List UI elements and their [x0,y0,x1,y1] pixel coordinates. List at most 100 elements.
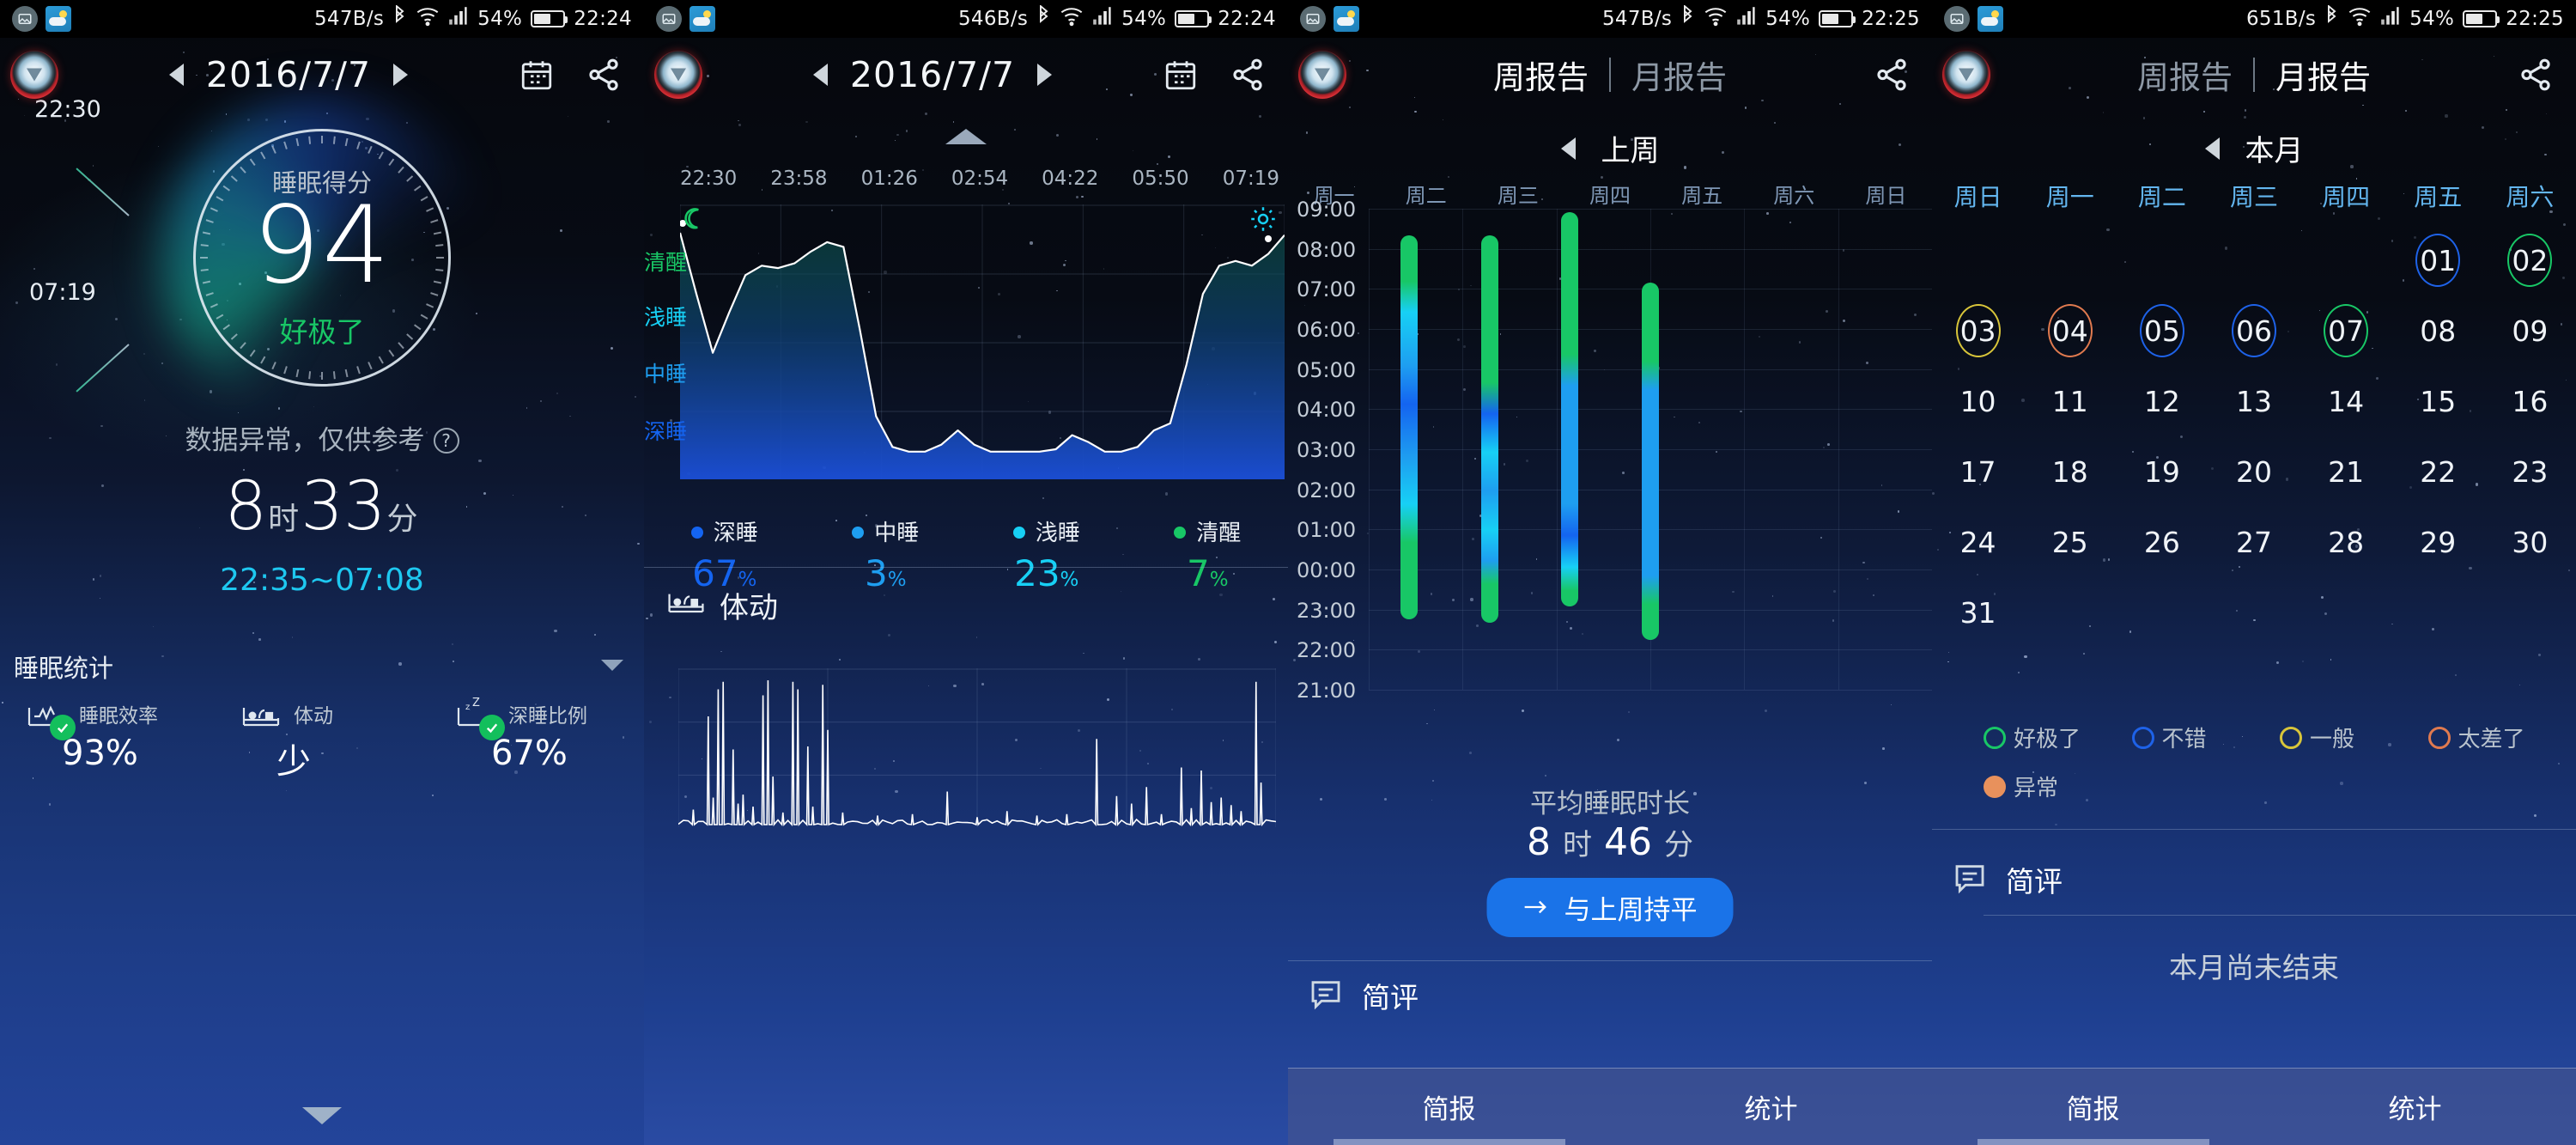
calendar-icon[interactable] [519,57,555,93]
calendar-day-30[interactable]: 30 [2484,507,2576,577]
tab-statistics[interactable]: 统计 [2388,1094,2442,1125]
next-day-button[interactable] [393,64,409,86]
prev-week-button[interactable] [1560,137,1576,160]
calendar-day-06[interactable]: 06 [2208,295,2300,366]
calendar-day-07[interactable]: 07 [2300,295,2392,366]
calendar-day-empty [2208,577,2300,648]
app-logo-icon[interactable] [1942,51,1990,99]
calendar-day-12[interactable]: 12 [2116,366,2208,436]
day-quality-ring [2047,304,2093,357]
weekly-sleep-chart: 09:00 08:00 07:00 06:00 05:00 04:00 03:00 02:00… [1288,198,1932,707]
gridline [1369,209,1932,210]
signal-icon [448,7,469,31]
app-logo-icon[interactable] [654,51,702,99]
app-logo-icon[interactable] [10,51,58,99]
calendar-day-05[interactable]: 05 [2116,295,2208,366]
data-warning: 数据异常，仅供参考? [0,418,644,457]
calendar-day-17[interactable]: 17 [1932,436,2024,507]
app-logo-icon[interactable] [1298,51,1346,99]
calendar-day-15[interactable]: 15 [2392,366,2484,436]
bottom-tabbar-4: 简报 统计 [1932,1068,2576,1145]
tab-brief[interactable]: 简报 [1932,1069,2254,1145]
starfield [644,0,1288,1145]
legend-value: 67 [692,552,738,594]
share-icon[interactable] [1874,57,1910,93]
calendar-day-01[interactable]: 01 [2392,225,2484,295]
calendar-day-08[interactable]: 08 [2392,295,2484,366]
prev-day-button[interactable] [168,64,184,86]
calendar-day-10[interactable]: 10 [1932,366,2024,436]
collapse-up-icon[interactable] [945,129,987,144]
calendar-day-25[interactable]: 25 [2024,507,2116,577]
legend-item-1: 不错 [2131,722,2281,753]
status-bar-1: 547B/s 54% 22:24 [0,0,644,38]
calendar-day-18[interactable]: 18 [2024,436,2116,507]
calendar-day-22[interactable]: 22 [2392,436,2484,507]
calendar-day-26[interactable]: 26 [2116,507,2208,577]
legend-marker [2427,726,2451,749]
share-icon[interactable] [586,57,622,93]
header-4: 周报告 月报告 [1932,38,2576,112]
calendar-day-27[interactable]: 27 [2208,507,2300,577]
weekday-label: 周二 [2137,183,2186,211]
calendar-day-11[interactable]: 11 [2024,366,2116,436]
legend-label: 不错 [2161,727,2207,752]
calendar-day-03[interactable]: 03 [1932,295,2024,366]
tab-weekly-report[interactable]: 周报告 [1493,59,1589,96]
arrow-right-icon [1523,892,1549,923]
comment-section[interactable]: 简评 [1309,975,1419,1016]
calendar-day-number: 29 [2420,525,2457,559]
next-day-button[interactable] [1037,64,1053,86]
x-tick: 05:50 [1132,167,1189,190]
calendar-day-empty [2300,577,2392,648]
compare-last-week-button[interactable]: 与上周持平 [1486,878,1734,937]
prev-day-button[interactable] [812,64,828,86]
calendar-day-28[interactable]: 28 [2300,507,2392,577]
calendar-day-31[interactable]: 31 [1932,577,2024,648]
calendar-day-23[interactable]: 23 [2484,436,2576,507]
tab-brief[interactable]: 简报 [1288,1069,1610,1145]
wifi-icon [1704,6,1728,32]
tab-weekly-report[interactable]: 周报告 [2137,59,2233,96]
calendar-day-20[interactable]: 20 [2208,436,2300,507]
calendar-day-14[interactable]: 14 [2300,366,2392,436]
weekday-header: 周一 周二 周三 周四 周五 周六 周日 [1288,179,1932,209]
calendar-day-24[interactable]: 24 [1932,507,2024,577]
calendar-day-09[interactable]: 09 [2484,295,2576,366]
y-tick-label: 23:00 [1297,598,1357,623]
share-icon[interactable] [1230,57,1266,93]
calendar-day-29[interactable]: 29 [2392,507,2484,577]
share-icon[interactable] [2518,57,2554,93]
calendar-icon[interactable] [1163,57,1199,93]
help-icon[interactable]: ? [433,428,459,454]
legend-item-deep: 深睡 67% [644,515,805,594]
bottom-tabbar-3: 简报 统计 [1288,1068,1932,1145]
stat-label: 深睡比例 [508,705,587,728]
bluetooth-icon [1036,4,1051,33]
legend-dot [1174,527,1187,539]
bluetooth-icon [2324,4,2339,33]
tab-monthly-report[interactable]: 月报告 [1631,59,1727,96]
legend-label: 好极了 [2014,727,2081,752]
calendar-day-16[interactable]: 16 [2484,366,2576,436]
calendar-day-19[interactable]: 19 [2116,436,2208,507]
calendar-day-21[interactable]: 21 [2300,436,2392,507]
tab-statistics[interactable]: 统计 [1744,1094,1798,1125]
legend-label: 一般 [2310,727,2355,752]
legend-label: 太差了 [2458,727,2525,752]
calendar-day-02[interactable]: 02 [2484,225,2576,295]
notification-icon [12,6,38,32]
notification-icon [1300,6,1326,32]
calendar-day-13[interactable]: 13 [2208,366,2300,436]
comment-section[interactable]: 简评 [1953,859,2063,900]
prev-month-button[interactable] [2204,137,2220,160]
calendar-day-empty [2024,577,2116,648]
stat-value: 少 [276,742,311,782]
calendar-day-empty [2484,577,2576,648]
stats-expand-icon[interactable] [601,660,623,671]
expand-more-icon[interactable] [302,1107,342,1124]
tab-monthly-report[interactable]: 月报告 [2275,59,2371,96]
svg-text:z: z [465,703,470,712]
calendar-day-04[interactable]: 04 [2024,295,2116,366]
sleep-score-value: 94 [252,184,392,308]
